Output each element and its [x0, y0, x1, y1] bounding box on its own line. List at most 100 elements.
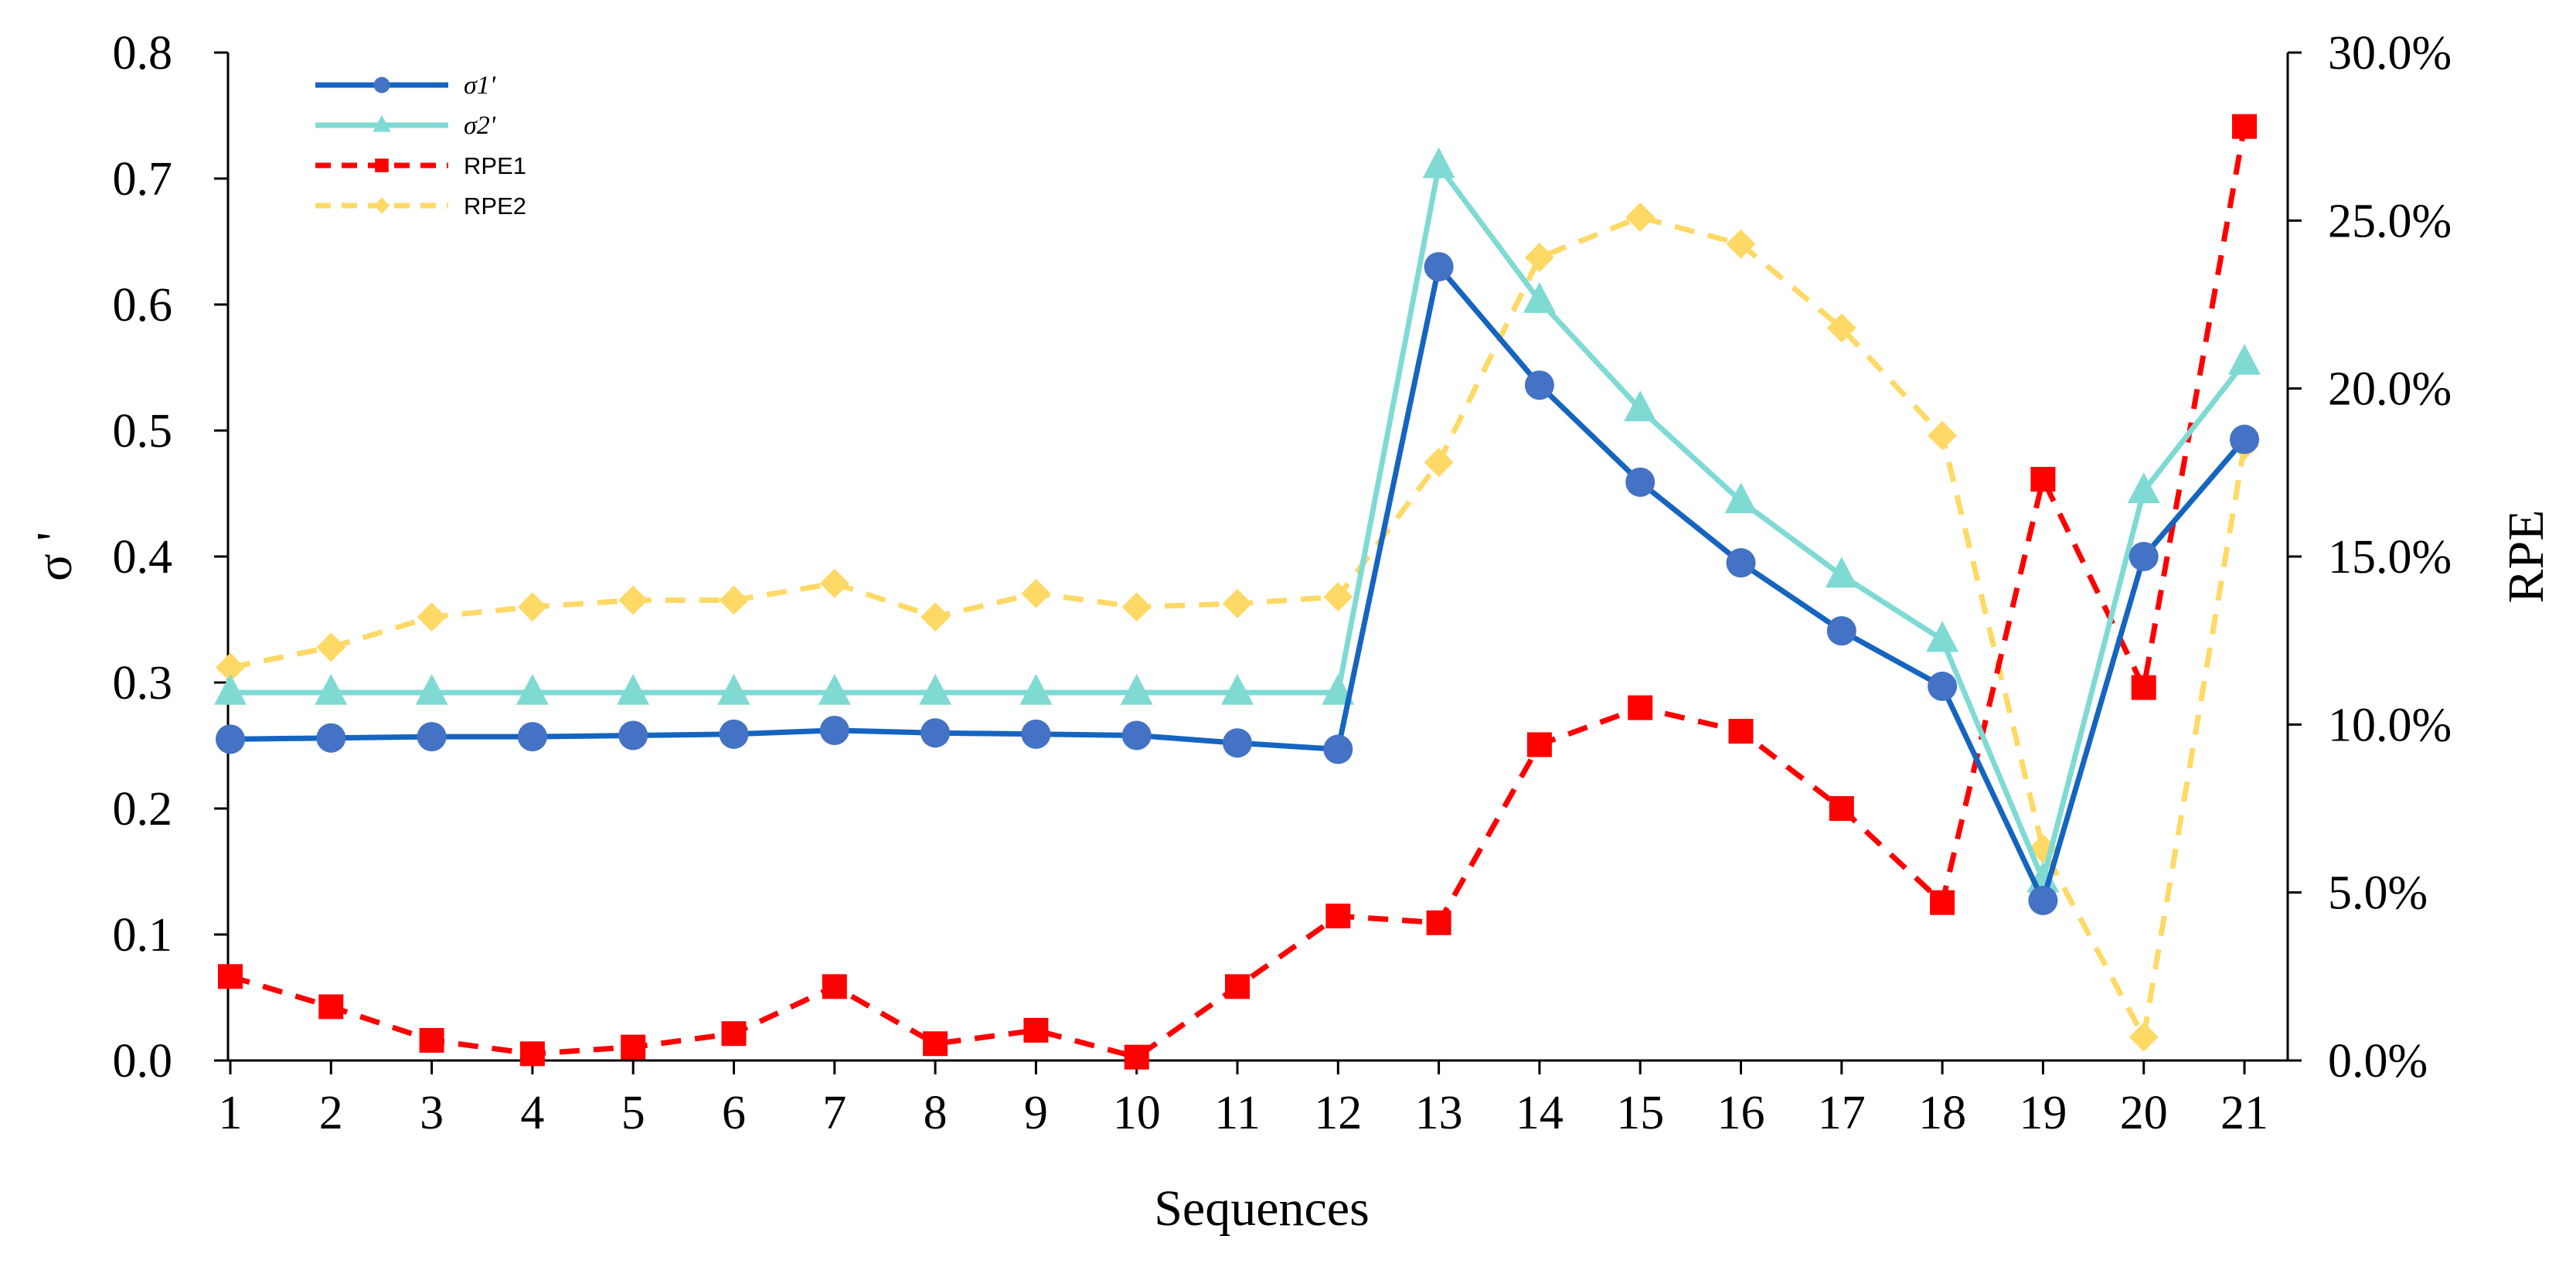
data-point	[315, 673, 348, 705]
data-point	[1928, 671, 1958, 701]
data-point	[1323, 582, 1353, 612]
x-tick-label: 8	[924, 1087, 948, 1139]
data-point	[216, 652, 245, 683]
y-right-axis-title: RPE	[2498, 509, 2554, 603]
data-point	[1926, 621, 1959, 652]
data-point	[1121, 592, 1152, 622]
data-point	[1021, 578, 1051, 608]
legend-label: σ2'	[464, 111, 496, 140]
data-point	[919, 673, 952, 705]
data-point	[618, 720, 648, 751]
y-left-tick-label: 0.7	[113, 153, 173, 206]
legend-marker	[373, 197, 390, 214]
y-left-tick-label: 0.0	[113, 1035, 173, 1088]
x-tick-label: 18	[1918, 1087, 1966, 1139]
data-point	[2129, 542, 2159, 571]
data-point	[1422, 147, 1455, 179]
x-tick-label: 14	[1516, 1087, 1564, 1139]
series-line	[230, 163, 2247, 883]
x-axis-title: Sequences	[1154, 1180, 1370, 1237]
data-point	[2030, 467, 2056, 492]
x-tick-label: 20	[2120, 1087, 2168, 1139]
y-right-tick-label: 25.0%	[2328, 195, 2452, 247]
data-point	[517, 722, 547, 752]
y-left-tick-label: 0.3	[113, 657, 173, 710]
y-right-tick-label: 5.0%	[2328, 867, 2428, 920]
data-point	[920, 602, 951, 632]
data-point	[216, 724, 245, 754]
data-point	[419, 1027, 444, 1053]
data-point	[1124, 1044, 1149, 1070]
legend-marker	[373, 114, 391, 132]
data-point	[218, 964, 243, 989]
legend: σ1' σ2' RPE1 RPE2	[315, 71, 526, 220]
data-point	[1424, 448, 1454, 478]
legend-marker	[373, 77, 390, 94]
y-left-tick-label: 0.2	[113, 783, 173, 836]
data-point	[2028, 885, 2058, 915]
x-tick-label: 15	[1616, 1087, 1664, 1139]
data-point	[1524, 243, 1554, 273]
y-right-tick-label: 10.0%	[2328, 699, 2452, 751]
y-left-tick-label: 0.6	[113, 279, 173, 332]
series-rpe1	[218, 114, 2257, 1070]
data-point	[1826, 616, 1856, 646]
x-tick-label: 5	[621, 1087, 645, 1139]
x-tick-label: 4	[520, 1087, 544, 1139]
data-point	[1325, 904, 1351, 929]
data-point	[1724, 482, 1758, 514]
data-point	[1825, 557, 1858, 588]
data-point	[516, 673, 549, 705]
data-point	[822, 974, 847, 999]
data-point	[1023, 1017, 1049, 1043]
legend-label: RPE2	[464, 192, 526, 220]
data-point	[920, 718, 951, 748]
data-point	[1323, 734, 1353, 764]
data-point	[717, 673, 750, 705]
data-point	[1019, 673, 1053, 705]
data-point	[719, 585, 749, 615]
data-point	[819, 568, 849, 598]
x-tick-label: 13	[1415, 1087, 1463, 1139]
data-point	[417, 722, 447, 752]
data-point	[1930, 890, 1955, 915]
y-left-tick-label: 0.1	[113, 909, 173, 962]
x-tick-label: 6	[722, 1087, 746, 1139]
legend-marker	[375, 158, 389, 172]
data-point	[2131, 675, 2156, 700]
x-tick-label: 21	[2220, 1087, 2268, 1139]
y-left-tick-label: 0.8	[113, 27, 173, 80]
data-point	[2129, 1022, 2159, 1052]
data-point	[1121, 720, 1152, 751]
data-point	[1524, 370, 1554, 400]
y-right-tick-label: 15.0%	[2328, 531, 2452, 584]
ticks-layer: 0.0 0.1 0.2 0.3 0.4 0.5 0.6 0.7 0.8 0.0% 5.0% 10.0%…	[113, 27, 2452, 1139]
x-tick-label: 2	[319, 1087, 343, 1139]
axes-layer	[226, 53, 2289, 1062]
x-tick-label: 9	[1024, 1087, 1048, 1139]
data-point	[2232, 114, 2257, 139]
y-right-tick-label: 20.0%	[2328, 363, 2452, 416]
data-point	[1223, 728, 1252, 758]
data-point	[417, 602, 447, 632]
data-point	[1625, 467, 1656, 497]
legend-label: RPE1	[464, 152, 526, 179]
data-point	[1726, 548, 1756, 578]
data-point	[1625, 202, 1656, 232]
data-point	[1526, 732, 1552, 757]
data-point	[923, 1031, 948, 1057]
data-point	[818, 673, 851, 705]
data-point	[1928, 420, 1958, 451]
data-point	[1624, 390, 1657, 422]
data-point	[214, 673, 247, 705]
data-point	[415, 673, 448, 705]
data-point	[621, 1034, 646, 1060]
data-point	[1628, 695, 1653, 720]
data-point	[316, 632, 346, 662]
x-tick-label: 1	[219, 1087, 243, 1139]
data-point	[1120, 673, 1153, 705]
series-2	[214, 147, 2261, 893]
x-tick-label: 17	[1818, 1087, 1866, 1139]
